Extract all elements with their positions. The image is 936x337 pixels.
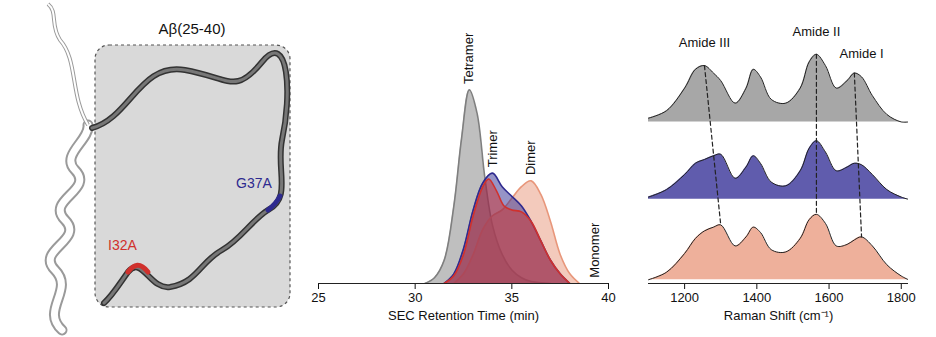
svg-text:Dimer: Dimer xyxy=(523,140,538,175)
svg-text:Amide II: Amide II xyxy=(793,24,841,39)
svg-text:Amide I: Amide I xyxy=(840,46,884,61)
svg-text:SEC Retention Time (min): SEC Retention Time (min) xyxy=(388,308,539,323)
svg-text:1200: 1200 xyxy=(670,290,699,305)
svg-text:40: 40 xyxy=(601,290,615,305)
svg-text:1600: 1600 xyxy=(815,290,844,305)
svg-text:1800: 1800 xyxy=(887,290,916,305)
svg-text:Raman Shift (cm⁻¹): Raman Shift (cm⁻¹) xyxy=(724,308,833,323)
svg-text:Aβ(25-40): Aβ(25-40) xyxy=(159,20,226,37)
svg-text:35: 35 xyxy=(505,290,519,305)
svg-text:G37A: G37A xyxy=(236,175,272,191)
svg-text:30: 30 xyxy=(408,290,422,305)
svg-text:Amide III: Amide III xyxy=(679,35,730,50)
svg-text:Monomer: Monomer xyxy=(587,222,602,278)
svg-text:I32A: I32A xyxy=(108,237,137,253)
svg-text:Tetramer: Tetramer xyxy=(461,32,476,84)
svg-text:25: 25 xyxy=(311,290,325,305)
svg-text:1400: 1400 xyxy=(742,290,771,305)
svg-text:Trimer: Trimer xyxy=(485,130,500,168)
